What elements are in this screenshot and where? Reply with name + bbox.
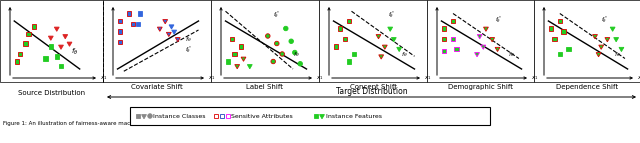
Bar (346, 19, 351, 23)
Bar (232, 52, 237, 56)
Bar (220, 114, 224, 118)
Bar (334, 44, 339, 49)
Text: $f^*_\theta$: $f^*_\theta$ (495, 14, 502, 25)
Bar (557, 19, 562, 23)
Bar (138, 11, 142, 16)
Bar (319, 0, 427, 82)
Bar (451, 37, 455, 41)
Circle shape (298, 61, 303, 66)
Text: $f_\theta$: $f_\theta$ (293, 50, 300, 59)
Bar (118, 29, 122, 34)
Text: Covariate Shift: Covariate Shift (131, 84, 183, 90)
Text: $x_1$: $x_1$ (531, 74, 538, 82)
Bar (49, 44, 53, 49)
Text: Concept Shift: Concept Shift (349, 84, 397, 90)
Bar (442, 26, 446, 31)
Bar (451, 19, 455, 23)
Bar (103, 0, 211, 82)
Bar (136, 114, 140, 118)
Text: Dependence Shift: Dependence Shift (556, 84, 618, 90)
Text: $f^*_\theta$: $f^*_\theta$ (387, 9, 394, 20)
Bar (343, 37, 348, 41)
Text: Instance Features: Instance Features (326, 114, 382, 119)
Bar (23, 41, 28, 46)
Bar (44, 56, 48, 61)
Bar (214, 114, 218, 118)
Text: $x_2$: $x_2$ (6, 0, 13, 3)
Bar (239, 44, 243, 49)
Text: Target Distribution: Target Distribution (336, 87, 407, 96)
Bar (59, 64, 63, 68)
Circle shape (289, 39, 294, 43)
Text: $x_1$: $x_1$ (208, 74, 216, 82)
Bar (226, 114, 230, 118)
Circle shape (148, 114, 152, 118)
Bar (18, 52, 22, 56)
Text: $x_1$: $x_1$ (316, 74, 323, 82)
Bar (118, 40, 122, 44)
Text: $x_1$: $x_1$ (637, 74, 640, 82)
Bar (0, 0, 103, 82)
Bar (31, 24, 36, 28)
Circle shape (275, 41, 279, 46)
Circle shape (280, 52, 284, 56)
Text: $f_\theta$: $f_\theta$ (508, 50, 515, 59)
Bar (442, 49, 446, 53)
Circle shape (271, 59, 275, 64)
Text: Label Shift: Label Shift (246, 84, 284, 90)
Bar (454, 46, 459, 51)
Text: $f^*_\theta$: $f^*_\theta$ (601, 14, 608, 25)
Circle shape (284, 26, 288, 31)
Bar (337, 26, 342, 31)
Bar (566, 46, 571, 51)
Bar (534, 0, 640, 82)
Text: $x_1$: $x_1$ (424, 74, 431, 82)
Bar (314, 114, 318, 118)
Circle shape (266, 34, 270, 38)
Bar (557, 52, 562, 56)
Bar (442, 37, 446, 41)
Bar (211, 0, 319, 82)
Bar (130, 107, 490, 125)
Bar (136, 22, 140, 26)
Text: $x_1$: $x_1$ (100, 74, 108, 82)
Text: $x_2$: $x_2$ (540, 0, 548, 3)
Text: $f_\theta$: $f_\theta$ (185, 35, 192, 44)
Text: $x_2$: $x_2$ (217, 0, 225, 3)
Text: $f^*_\theta$: $f^*_\theta$ (273, 9, 280, 20)
Bar (552, 37, 557, 41)
Text: $f_\theta$: $f_\theta$ (401, 50, 408, 59)
Bar (548, 26, 554, 31)
Text: $f^*_\theta$: $f^*_\theta$ (185, 44, 192, 55)
Text: Demographic Shift: Demographic Shift (448, 84, 513, 90)
Bar (226, 59, 230, 64)
Text: $f_\theta$: $f_\theta$ (71, 47, 79, 57)
Bar (352, 52, 356, 56)
Text: Sensitive Attributes: Sensitive Attributes (231, 114, 292, 119)
Text: Instance Classes: Instance Classes (153, 114, 205, 119)
Bar (561, 29, 566, 34)
Circle shape (292, 50, 297, 55)
Bar (118, 19, 122, 23)
Text: $f_\theta$: $f_\theta$ (614, 50, 621, 59)
Text: $x_2$: $x_2$ (325, 0, 333, 3)
Bar (26, 31, 31, 36)
Text: Figure 1: An illustration of fairness-aware machine learning under various distr: Figure 1: An illustration of fairness-aw… (3, 120, 371, 126)
Bar (127, 11, 131, 16)
Text: Source Distribution: Source Distribution (18, 90, 85, 96)
Bar (54, 54, 59, 58)
Text: $x_2$: $x_2$ (433, 0, 441, 3)
Text: $x_2$: $x_2$ (109, 0, 116, 3)
Bar (15, 59, 19, 64)
Bar (346, 59, 351, 64)
Bar (230, 37, 234, 41)
Bar (427, 0, 534, 82)
Bar (131, 22, 135, 26)
